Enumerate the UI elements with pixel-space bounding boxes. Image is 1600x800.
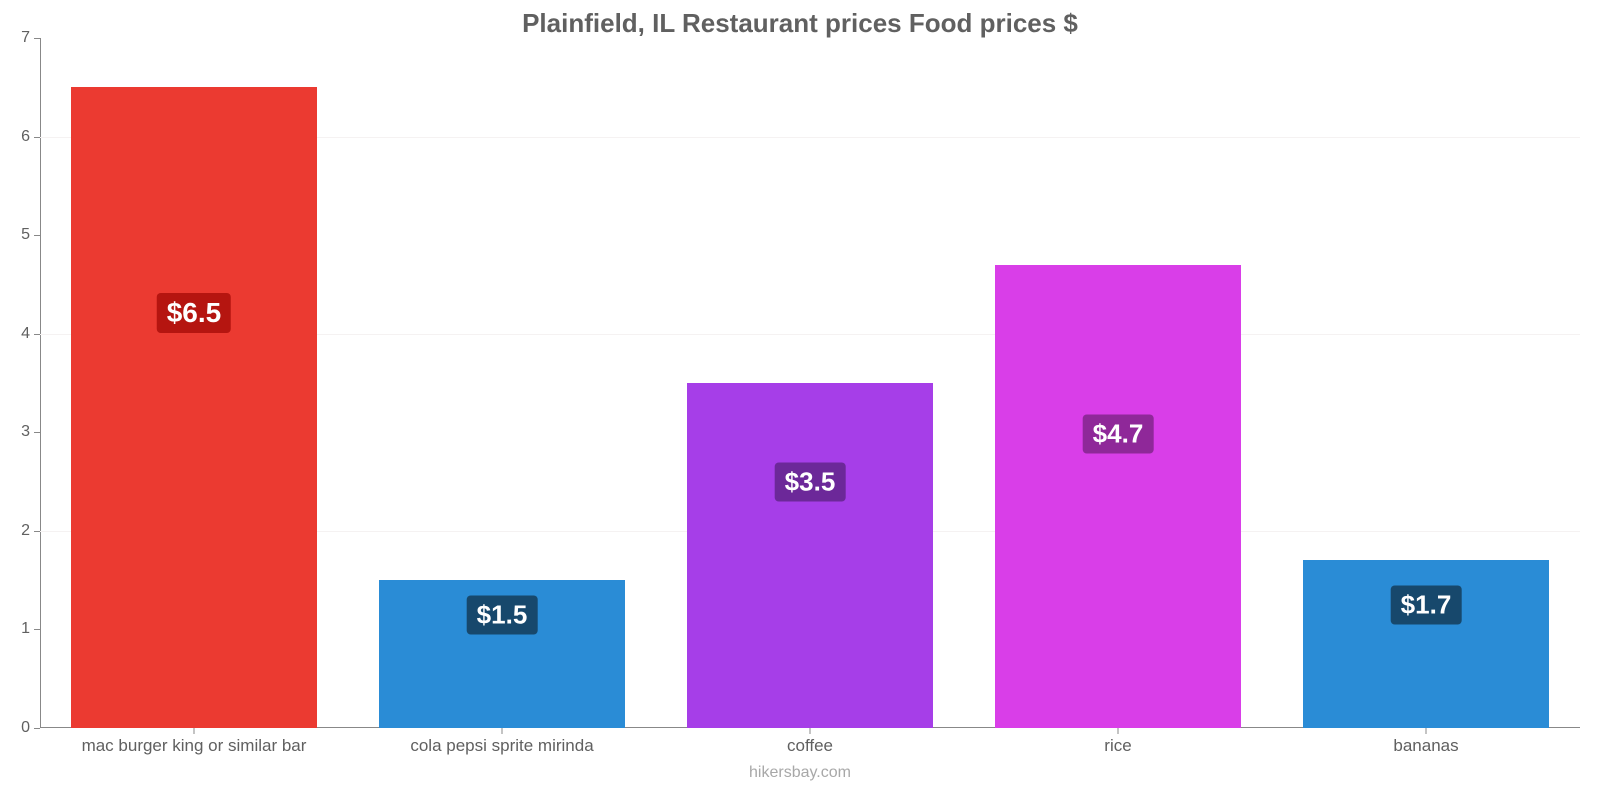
- value-badge: $6.5: [157, 293, 232, 333]
- value-badge: $4.7: [1083, 415, 1154, 454]
- y-tick-mark: [34, 728, 40, 729]
- bar: $3.5: [687, 383, 933, 728]
- x-tick-mark: [1426, 728, 1427, 734]
- bars-container: $6.5 $1.5 $3.5 $4.7 $1.7: [40, 38, 1580, 728]
- bar: $4.7: [995, 265, 1241, 728]
- x-tick-mark: [502, 728, 503, 734]
- bar-slot: $3.5: [656, 38, 964, 728]
- value-badge: $1.5: [467, 596, 538, 635]
- bar: $1.5: [379, 580, 625, 728]
- attribution: hikersbay.com: [0, 764, 1600, 782]
- bar-slot: $6.5: [40, 38, 348, 728]
- bar-slot: $4.7: [964, 38, 1272, 728]
- bar-slot: $1.5: [348, 38, 656, 728]
- value-badge: $3.5: [775, 463, 846, 502]
- chart-title: Plainfield, IL Restaurant prices Food pr…: [0, 0, 1600, 39]
- x-tick-mark: [1118, 728, 1119, 734]
- value-badge: $1.7: [1391, 586, 1462, 625]
- bar: $1.7: [1303, 560, 1549, 728]
- x-tick-mark: [810, 728, 811, 734]
- price-chart: Plainfield, IL Restaurant prices Food pr…: [0, 0, 1600, 800]
- bar: $6.5: [71, 87, 317, 728]
- bar-slot: $1.7: [1272, 38, 1580, 728]
- plot-area: 01234567 $6.5$1.5$3.5$4.7$1.7 mac burger…: [40, 38, 1580, 728]
- x-tick-mark: [194, 728, 195, 734]
